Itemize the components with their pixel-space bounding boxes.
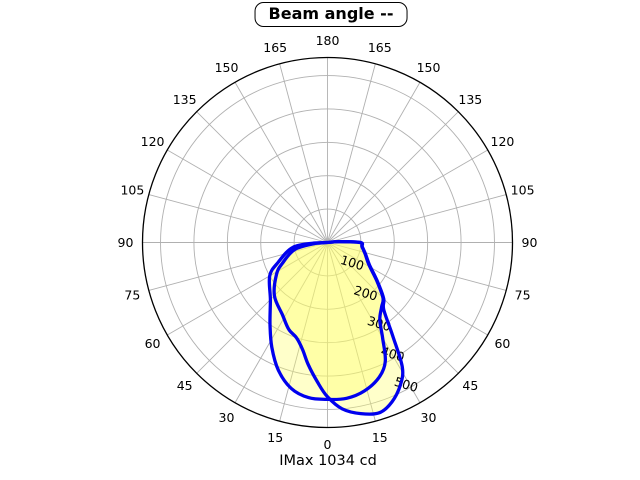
angle-tick-label: 45 (177, 378, 193, 393)
angle-tick-label: 105 (511, 183, 535, 198)
angle-tick-label: 120 (141, 134, 165, 149)
grid-spoke (327, 242, 421, 403)
angle-tick-label: 135 (173, 92, 197, 107)
grid-spoke (327, 63, 376, 243)
grid-circle (193, 108, 462, 377)
grid-spoke (327, 242, 376, 422)
grid-circle (260, 175, 395, 310)
angle-tick-label: 90 (118, 235, 134, 250)
angle-tick-label: 30 (219, 410, 235, 425)
grid-spoke (327, 242, 459, 374)
grid-spoke (327, 194, 507, 243)
angle-tick-label: 60 (145, 336, 161, 351)
angle-tick-label: 15 (372, 430, 388, 445)
angle-tick-label: 165 (263, 40, 287, 55)
grid-spoke (234, 82, 328, 243)
grid-spoke (234, 242, 328, 403)
grid-spoke (327, 82, 421, 243)
angle-tick-label: 165 (368, 40, 392, 55)
angle-tick-labels: 0 15 15 30 30 45 45 60 60 75 75 90 90 105 105 120 120 135… (118, 33, 538, 452)
intensity-fill-2 (274, 241, 403, 415)
angle-tick-label: 180 (316, 33, 340, 48)
grid-spoke (196, 242, 328, 374)
angle-tick-label: 15 (267, 430, 283, 445)
angle-tick-label: 75 (124, 287, 140, 302)
grid-spoke (148, 242, 328, 291)
grid-spoke (148, 194, 328, 243)
grid-spoke (327, 111, 459, 243)
angle-tick-label: 60 (494, 336, 510, 351)
angle-tick-label: 0 (324, 437, 332, 452)
angle-tick-label: 45 (462, 378, 478, 393)
radial-tick-label: 200 (352, 282, 379, 303)
grid-circle (160, 75, 495, 410)
intensity-curve-2 (272, 239, 405, 416)
grid-spoke (327, 242, 488, 336)
angle-tick-label: 30 (421, 410, 437, 425)
grid-circle (226, 141, 429, 344)
polar-grid (142, 57, 513, 428)
angle-tick-label: 75 (515, 287, 531, 302)
beam-angle-title-box: Beam angle -- (254, 2, 408, 27)
grid-spoke (279, 242, 328, 422)
beam-angle-title: Beam angle -- (268, 4, 394, 23)
grid-spoke (167, 149, 328, 243)
angle-tick-label: 105 (120, 183, 144, 198)
angle-tick-label: 150 (417, 60, 441, 75)
imax-label: IMax 1034 cd (279, 453, 377, 469)
angle-tick-label: 90 (522, 235, 538, 250)
grid-spoke (279, 63, 328, 243)
angle-tick-label: 135 (458, 92, 482, 107)
grid-spoke (167, 242, 328, 336)
angle-tick-label: 150 (215, 60, 239, 75)
intensity-fill-1 (269, 241, 386, 400)
grid-spoke (327, 242, 507, 291)
radial-tick-label: 100 (339, 252, 366, 273)
outer-ring (141, 56, 514, 429)
angle-tick-label: 120 (491, 134, 515, 149)
grid-spoke (196, 111, 328, 243)
grid-spoke (327, 149, 488, 243)
